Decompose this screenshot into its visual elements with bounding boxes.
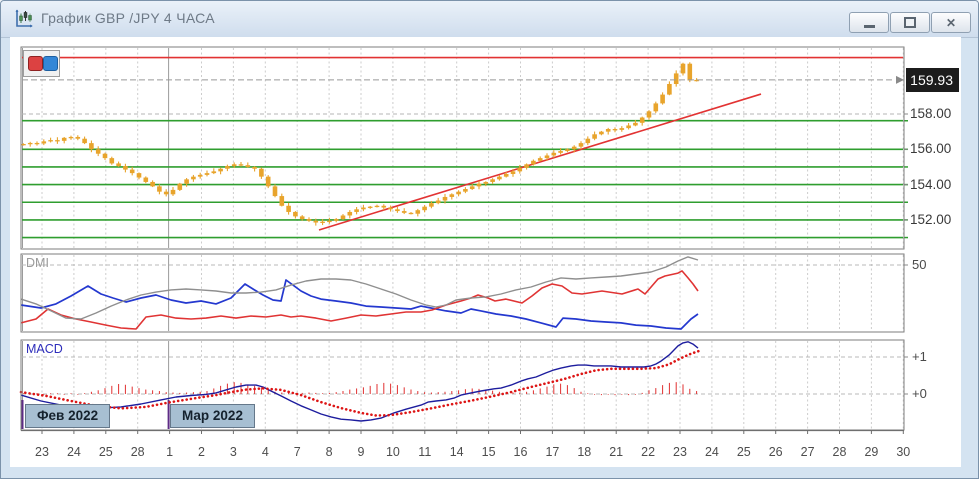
close-button[interactable]: ✕ xyxy=(931,12,971,33)
x-axis-label: 7 xyxy=(293,445,301,459)
x-axis-label: 11 xyxy=(418,445,432,459)
current-price-tag: 159.93 xyxy=(906,68,959,92)
month-label-feb: Фев 2022 xyxy=(25,404,111,428)
red-marker-button[interactable] xyxy=(28,56,43,71)
x-axis-label: 8 xyxy=(325,445,333,459)
macd-level-label: +0 xyxy=(912,386,927,401)
x-axis-label: 24 xyxy=(704,445,719,459)
dmi-panel-label: DMI xyxy=(26,256,49,270)
x-axis-label: 28 xyxy=(130,445,145,459)
x-axis-label: 17 xyxy=(545,445,560,459)
dmi-level-label: 50 xyxy=(912,257,927,272)
x-axis-label: 24 xyxy=(66,445,81,459)
x-axis-label: 10 xyxy=(385,445,400,459)
chart-icon xyxy=(15,9,33,28)
x-axis-label: 22 xyxy=(641,445,656,459)
price-axis-label: 158.00 xyxy=(910,106,952,121)
chart-toolbar xyxy=(23,50,60,77)
x-axis-label: 18 xyxy=(577,445,592,459)
x-axis-label: 16 xyxy=(513,445,528,459)
x-axis-label: 23 xyxy=(673,445,687,459)
close-icon: ✕ xyxy=(945,15,957,30)
restore-button[interactable] xyxy=(890,12,930,33)
x-axis-label: 26 xyxy=(768,445,783,459)
x-axis-label: 28 xyxy=(832,445,847,459)
x-axis-label: 21 xyxy=(609,445,624,459)
x-axis-label: 23 xyxy=(35,445,49,459)
title-bar[interactable]: График GBP /JPY 4 ЧАСА ✕ xyxy=(1,1,978,38)
x-axis-label: 3 xyxy=(229,445,237,459)
window-title: График GBP /JPY 4 ЧАСА xyxy=(41,10,215,26)
price-axis-label: 152.00 xyxy=(910,211,952,227)
macd-panel-label: MACD xyxy=(26,342,63,356)
minimize-icon xyxy=(863,24,875,28)
x-axis-label: 14 xyxy=(449,445,464,459)
x-axis-label: 25 xyxy=(98,445,113,459)
blue-marker-button[interactable] xyxy=(43,56,58,71)
macd-level-label: +1 xyxy=(912,349,927,364)
minimize-button[interactable] xyxy=(849,12,889,33)
restore-icon xyxy=(904,17,916,28)
x-axis-label: 4 xyxy=(261,445,269,459)
x-axis-label: 25 xyxy=(736,445,751,459)
price-axis-label: 156.00 xyxy=(910,141,952,157)
x-axis-label: 9 xyxy=(357,445,365,459)
x-axis-label: 2 xyxy=(198,445,205,459)
month-label-mar: Мар 2022 xyxy=(170,404,255,428)
x-axis-label: 1 xyxy=(166,445,174,459)
x-axis-label: 29 xyxy=(864,445,879,459)
x-axis-label: 30 xyxy=(896,445,911,459)
price-axis-label: 154.00 xyxy=(910,176,952,192)
x-axis-label: 27 xyxy=(800,445,815,459)
x-axis-label: 15 xyxy=(481,445,496,459)
